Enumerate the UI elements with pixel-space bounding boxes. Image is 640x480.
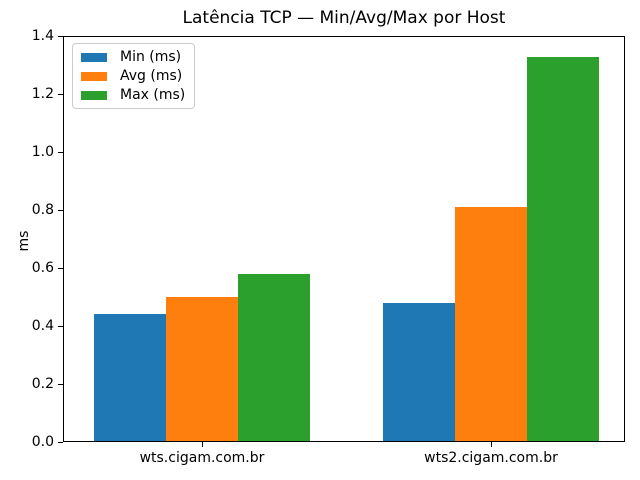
bar-min-wts2-cigam-com-br bbox=[383, 302, 455, 441]
legend-label: Avg (ms) bbox=[120, 68, 183, 84]
y-tick-label: 0.0 bbox=[31, 434, 54, 450]
y-tick-mark bbox=[58, 384, 63, 385]
x-tick-label-wts-cigam-com-br: wts.cigam.com.br bbox=[139, 450, 265, 466]
y-tick-mark bbox=[58, 210, 63, 211]
y-tick-mark bbox=[58, 94, 63, 95]
legend-swatch-icon bbox=[81, 90, 107, 100]
legend-label: Max (ms) bbox=[120, 87, 186, 103]
y-tick-label: 1.0 bbox=[31, 144, 54, 160]
y-tick-label: 1.2 bbox=[31, 86, 54, 102]
y-tick-label: 0.4 bbox=[31, 318, 54, 334]
x-tick-mark bbox=[491, 442, 492, 447]
legend: Min (ms) Avg (ms) Max (ms) bbox=[72, 43, 196, 109]
x-tick-label-wts2-cigam-com-br: wts2.cigam.com.br bbox=[424, 450, 558, 466]
y-tick-mark bbox=[58, 442, 63, 443]
bar-avg-wts2-cigam-com-br bbox=[455, 207, 527, 441]
y-axis-label: ms bbox=[16, 230, 32, 252]
legend-swatch-icon bbox=[81, 71, 107, 81]
bar-max-wts2-cigam-com-br bbox=[527, 57, 599, 441]
y-tick-mark bbox=[58, 152, 63, 153]
x-tick-mark bbox=[202, 442, 203, 447]
y-tick-label: 1.4 bbox=[31, 28, 54, 44]
y-tick-mark bbox=[58, 268, 63, 269]
bar-max-wts-cigam-com-br bbox=[238, 273, 310, 441]
y-tick-label: 0.8 bbox=[31, 202, 54, 218]
y-tick-label: 0.2 bbox=[31, 376, 54, 392]
legend-label: Min (ms) bbox=[120, 49, 182, 65]
y-tick-label: 0.6 bbox=[31, 260, 54, 276]
bar-min-wts-cigam-com-br bbox=[94, 314, 166, 441]
bar-avg-wts-cigam-com-br bbox=[166, 296, 238, 441]
legend-row-avg: Avg (ms) bbox=[81, 68, 185, 84]
legend-row-min: Min (ms) bbox=[81, 49, 185, 65]
legend-row-max: Max (ms) bbox=[81, 87, 185, 103]
y-tick-mark bbox=[58, 326, 63, 327]
plot-area: Min (ms) Avg (ms) Max (ms) bbox=[63, 36, 625, 442]
legend-swatch-icon bbox=[81, 52, 107, 62]
y-tick-mark bbox=[58, 36, 63, 37]
chart-title: Latência TCP — Min/Avg/Max por Host bbox=[182, 8, 506, 28]
